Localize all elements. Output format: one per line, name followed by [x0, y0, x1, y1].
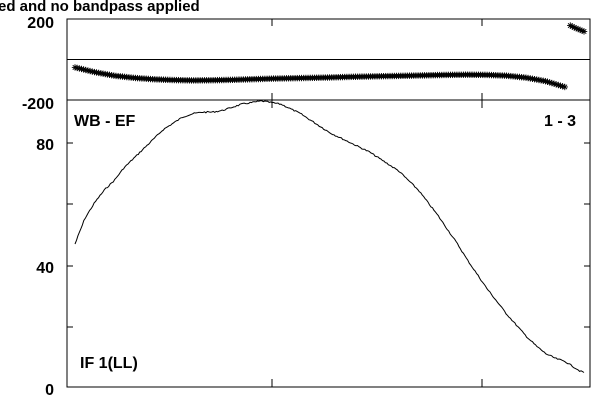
amplitude-ytick-label-0: 0: [45, 382, 54, 397]
phase-point: [552, 81, 560, 88]
if-label: IF 1(LL): [80, 355, 138, 372]
amplitude-ticks: [67, 100, 590, 387]
amplitude-series-line: [74, 100, 585, 373]
phase-ticks: [271, 19, 483, 100]
amplitude-ytick-label-40: 40: [36, 260, 54, 277]
amplitude-ytick-label-80: 80: [36, 137, 54, 154]
baseline-label: WB - EF: [74, 113, 136, 130]
phase-series-markers: [71, 22, 588, 91]
phase-point: [580, 28, 588, 35]
amplitude-panel-frame: [66, 99, 591, 388]
phase-ytick-label-bottom: -200: [22, 96, 54, 113]
phase-point: [559, 83, 566, 90]
phase-ytick-label-top: 200: [27, 15, 54, 32]
page-title: ed and no bandpass applied: [0, 0, 200, 15]
baseline-pair-label: 1 - 3: [544, 113, 576, 130]
amplitude-panel: 80 40 0 WB - EF 1 - 3 IF 1(LL): [36, 99, 591, 397]
phase-point: [561, 83, 568, 91]
phase-panel: 200 -200: [22, 15, 591, 113]
